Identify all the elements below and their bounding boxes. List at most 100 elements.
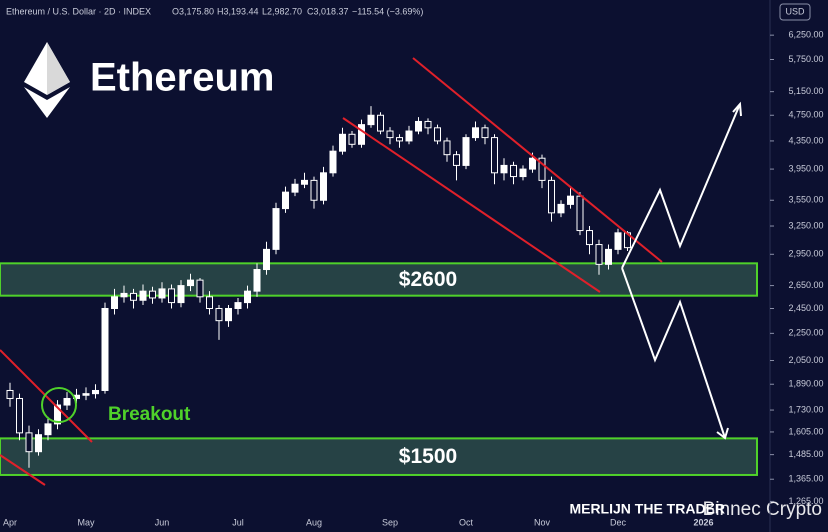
candle-body bbox=[263, 248, 270, 271]
candle-body bbox=[139, 290, 147, 301]
candle-body bbox=[234, 302, 242, 309]
candle-body bbox=[196, 279, 204, 298]
header-change: −115.54 (−3.69%) bbox=[352, 6, 423, 16]
x-tick-label: Oct bbox=[459, 517, 474, 527]
y-tick-label: 3,550.00 bbox=[788, 195, 823, 205]
candle-body bbox=[405, 130, 413, 142]
logo-text: MERLIJN THE TRADER bbox=[569, 501, 725, 517]
x-tick-label: Aug bbox=[306, 517, 322, 527]
candle-body bbox=[367, 114, 375, 126]
candle-body bbox=[111, 296, 118, 309]
candle-body bbox=[557, 203, 565, 214]
candle-body bbox=[462, 137, 470, 166]
candle-body bbox=[576, 195, 584, 232]
y-tick-label: 2,450.00 bbox=[788, 303, 823, 313]
header-high: H3,193.44 bbox=[217, 6, 259, 16]
candle-body bbox=[206, 296, 213, 309]
candle-body bbox=[291, 183, 299, 193]
y-tick-label: 3,250.00 bbox=[788, 220, 823, 230]
zone bbox=[0, 437, 758, 476]
candle-body bbox=[282, 191, 289, 210]
candle-body bbox=[377, 114, 384, 132]
candle-body bbox=[25, 432, 33, 453]
candle-body bbox=[567, 195, 574, 205]
candle-body bbox=[35, 434, 42, 453]
candle-body bbox=[443, 140, 451, 156]
candle-body bbox=[538, 157, 546, 181]
y-tick-label: 5,150.00 bbox=[788, 86, 823, 96]
breakout-circle bbox=[41, 387, 77, 423]
candle-body bbox=[424, 120, 432, 129]
candle-body bbox=[348, 133, 356, 145]
y-tick-label: 2,950.00 bbox=[788, 249, 823, 259]
candle-body bbox=[301, 179, 308, 185]
candle-body bbox=[339, 133, 346, 152]
candle-body bbox=[481, 127, 489, 139]
candle-body bbox=[92, 389, 99, 395]
candle-body bbox=[386, 130, 394, 139]
candle-body bbox=[6, 389, 14, 399]
candle-body bbox=[187, 279, 194, 287]
candle-body bbox=[177, 285, 185, 304]
candle-body bbox=[225, 307, 232, 322]
candle-body bbox=[491, 137, 498, 174]
y-tick-label: 1,265.00 bbox=[788, 496, 823, 506]
x-tick-label: Apr bbox=[3, 517, 17, 527]
candle-body bbox=[519, 168, 527, 178]
header-close: C3,018.37 bbox=[307, 6, 349, 16]
watermark: Binnec Crypto bbox=[703, 499, 822, 520]
candle-body bbox=[500, 164, 508, 174]
candle-body bbox=[586, 230, 593, 246]
header-open: O3,175.80 bbox=[172, 6, 214, 16]
candle-body bbox=[605, 248, 612, 265]
candle-body bbox=[44, 423, 52, 436]
candle-body bbox=[396, 137, 403, 142]
y-tick-label: 2,250.00 bbox=[788, 328, 823, 338]
currency: USD bbox=[785, 6, 805, 16]
y-tick-label: 4,750.00 bbox=[788, 110, 823, 120]
candle-body bbox=[149, 290, 156, 299]
currency-box bbox=[779, 3, 811, 21]
candle-body bbox=[120, 292, 128, 298]
candle-body bbox=[215, 307, 223, 322]
y-tick-label: 1,365.00 bbox=[788, 474, 823, 484]
candle-body bbox=[168, 288, 175, 304]
candle-body bbox=[434, 127, 441, 142]
y-tick-label: 1,605.00 bbox=[788, 426, 823, 436]
projection-arrows bbox=[621, 101, 742, 440]
y-tick-label: 3,950.00 bbox=[788, 163, 823, 173]
candle-body bbox=[415, 120, 422, 132]
zone-label: $1500 bbox=[399, 445, 457, 468]
y-tick-label: 6,250.00 bbox=[788, 30, 823, 40]
candle-body bbox=[244, 290, 251, 304]
x-tick-label: 2026 bbox=[693, 517, 713, 527]
zone-label: $2600 bbox=[399, 268, 457, 291]
y-tick-label: 4,350.00 bbox=[788, 135, 823, 145]
x-tick-label: Sep bbox=[382, 517, 398, 527]
x-tick-label: Nov bbox=[534, 517, 551, 527]
y-tick-label: 1,485.00 bbox=[788, 449, 823, 459]
candle-body bbox=[529, 157, 536, 170]
candle-body bbox=[253, 269, 261, 292]
candle-body bbox=[130, 292, 137, 301]
candle-body bbox=[82, 393, 90, 396]
x-tick-label: Jun bbox=[155, 517, 170, 527]
candle-body bbox=[54, 404, 61, 425]
candle-body bbox=[614, 232, 622, 250]
y-tick-label: 1,890.00 bbox=[788, 379, 823, 389]
candle-body bbox=[310, 179, 318, 201]
candle-body bbox=[453, 154, 460, 166]
header-symbol: Ethereum / U.S. Dollar · 2D · INDEX bbox=[6, 6, 151, 16]
candle-body bbox=[472, 127, 479, 139]
eth-logo bbox=[24, 42, 70, 118]
header-low: L2,982.70 bbox=[262, 6, 302, 16]
y-tick-label: 2,050.00 bbox=[788, 355, 823, 365]
x-tick-label: May bbox=[77, 517, 95, 527]
candle-body bbox=[272, 208, 280, 250]
candle-body bbox=[548, 179, 555, 214]
candle-body bbox=[16, 397, 23, 434]
y-tick-label: 2,650.00 bbox=[788, 280, 823, 290]
candle-body bbox=[101, 307, 109, 391]
x-tick-label: Dec bbox=[610, 517, 627, 527]
x-tick-label: Jul bbox=[232, 517, 244, 527]
